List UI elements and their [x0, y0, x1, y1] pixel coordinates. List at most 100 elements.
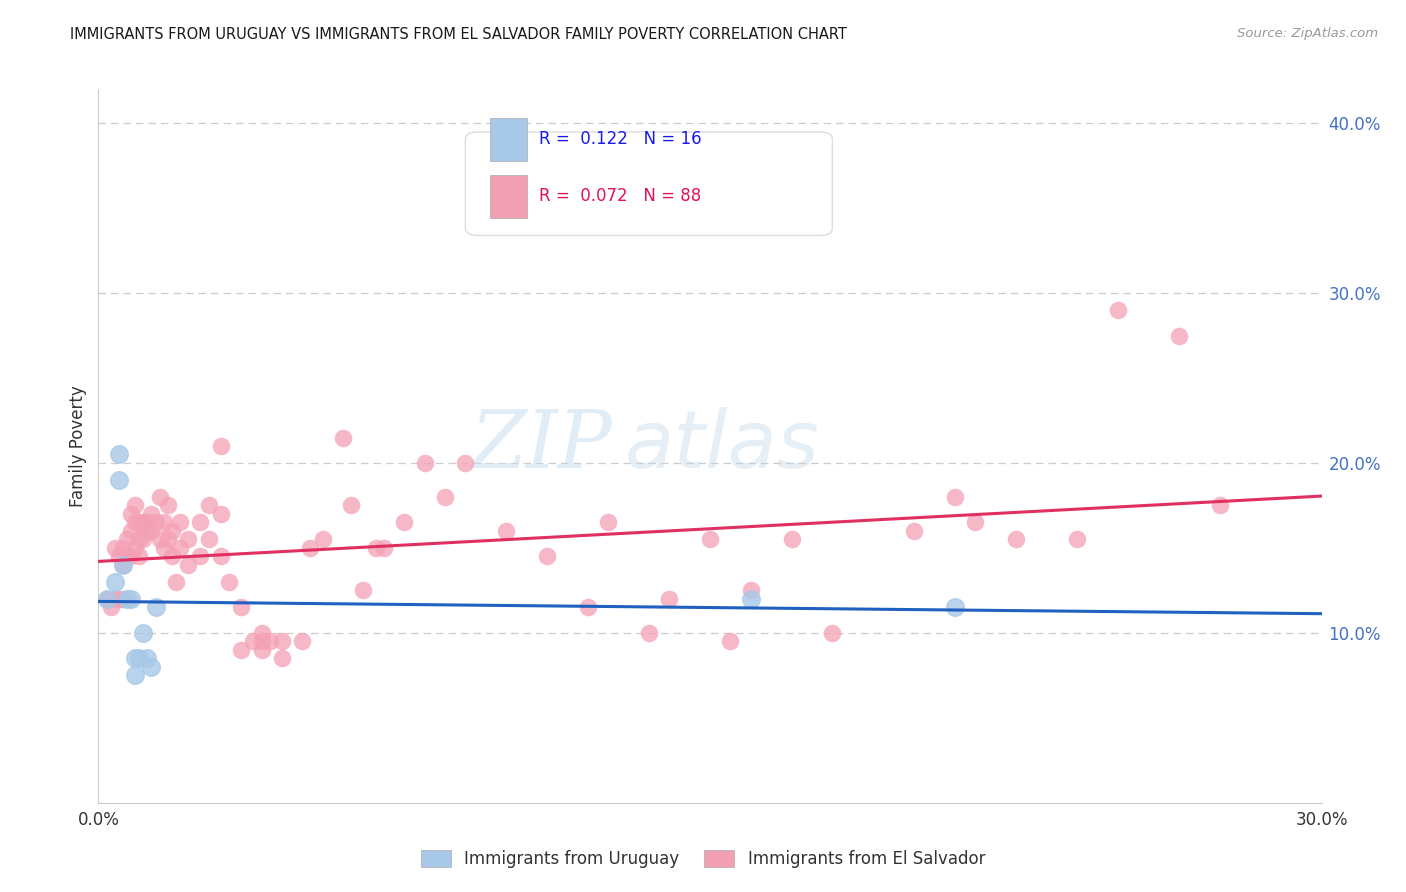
Point	[434, 490, 457, 504]
Point	[250, 634, 273, 648]
Point	[209, 439, 232, 453]
Point	[108, 549, 131, 564]
Point	[312, 533, 335, 547]
Point	[250, 643, 273, 657]
Point	[495, 524, 517, 538]
Point	[145, 600, 167, 615]
Point	[115, 591, 138, 606]
FancyBboxPatch shape	[465, 132, 832, 235]
Point	[124, 499, 146, 513]
Point	[454, 456, 477, 470]
Point	[108, 448, 131, 462]
Point	[218, 574, 240, 589]
Point	[1209, 499, 1232, 513]
Point	[124, 651, 146, 665]
Point	[242, 634, 264, 648]
Point	[120, 549, 142, 564]
Point	[231, 643, 253, 657]
Point	[115, 549, 138, 564]
Point	[197, 533, 219, 547]
Point	[160, 549, 183, 564]
Legend: Immigrants from Uruguay, Immigrants from El Salvador: Immigrants from Uruguay, Immigrants from…	[415, 843, 991, 875]
Point	[332, 430, 354, 444]
Point	[943, 490, 966, 504]
Text: atlas: atlas	[624, 407, 820, 485]
Point	[120, 524, 142, 538]
Text: R =  0.072   N = 88: R = 0.072 N = 88	[538, 187, 702, 205]
Point	[152, 516, 174, 530]
Point	[149, 490, 172, 504]
Point	[145, 516, 167, 530]
Point	[259, 634, 281, 648]
Point	[169, 541, 191, 555]
Point	[132, 516, 155, 530]
Point	[104, 591, 127, 606]
Point	[1004, 533, 1026, 547]
Point	[136, 516, 159, 530]
Point	[111, 541, 134, 555]
Point	[108, 591, 131, 606]
Point	[720, 634, 742, 648]
Point	[128, 549, 150, 564]
Point	[115, 533, 138, 547]
Point	[250, 626, 273, 640]
Point	[104, 541, 127, 555]
Point	[156, 533, 179, 547]
Point	[658, 591, 681, 606]
Point	[209, 549, 232, 564]
Point	[177, 533, 200, 547]
Point	[188, 549, 212, 564]
Point	[740, 583, 762, 598]
Point	[299, 541, 322, 555]
Point	[231, 600, 253, 615]
Point	[740, 591, 762, 606]
Point	[128, 516, 150, 530]
Point	[111, 558, 134, 572]
Point	[209, 507, 232, 521]
Text: IMMIGRANTS FROM URUGUAY VS IMMIGRANTS FROM EL SALVADOR FAMILY POVERTY CORRELATIO: IMMIGRANTS FROM URUGUAY VS IMMIGRANTS FR…	[70, 27, 848, 42]
Point	[699, 533, 721, 547]
Point	[160, 524, 183, 538]
Point	[128, 651, 150, 665]
Point	[270, 634, 294, 648]
Point	[141, 660, 163, 674]
Point	[1066, 533, 1088, 547]
Y-axis label: Family Poverty: Family Poverty	[69, 385, 87, 507]
Point	[124, 516, 146, 530]
Point	[136, 524, 159, 538]
FancyBboxPatch shape	[489, 175, 526, 218]
Point	[132, 533, 155, 547]
Point	[638, 626, 661, 640]
Point	[141, 507, 163, 521]
Point	[1107, 303, 1129, 318]
Point	[197, 499, 219, 513]
Point	[1167, 328, 1189, 343]
Point	[111, 558, 134, 572]
Point	[413, 456, 436, 470]
Point	[903, 524, 925, 538]
Point	[111, 591, 134, 606]
Point	[124, 541, 146, 555]
Point	[576, 600, 599, 615]
Text: ZIP: ZIP	[471, 408, 612, 484]
Point	[392, 516, 416, 530]
Point	[373, 541, 395, 555]
Point	[598, 516, 620, 530]
Point	[120, 507, 142, 521]
Point	[96, 591, 118, 606]
Text: Source: ZipAtlas.com: Source: ZipAtlas.com	[1237, 27, 1378, 40]
Point	[149, 533, 172, 547]
Point	[141, 524, 163, 538]
Point	[177, 558, 200, 572]
Point	[821, 626, 844, 640]
Point	[165, 574, 187, 589]
Point	[965, 516, 987, 530]
FancyBboxPatch shape	[489, 118, 526, 161]
Point	[352, 583, 374, 598]
Point	[104, 574, 127, 589]
Point	[270, 651, 294, 665]
Point	[108, 473, 131, 487]
Point	[132, 626, 155, 640]
Point	[120, 591, 142, 606]
Point	[364, 541, 387, 555]
